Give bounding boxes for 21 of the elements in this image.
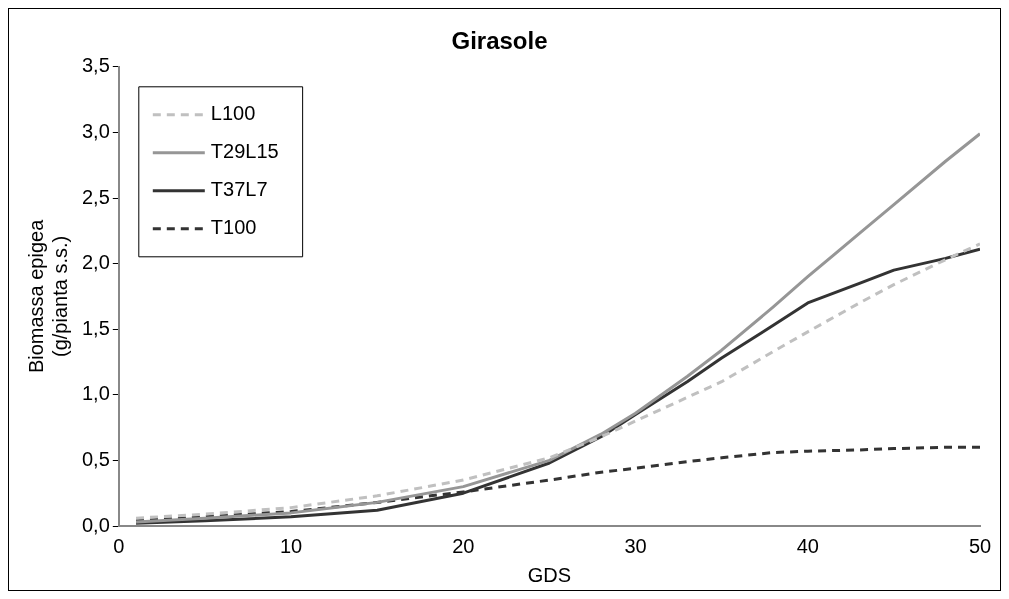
legend-label: T29L15 — [210, 140, 279, 163]
x-tick-label: 50 — [968, 534, 992, 557]
legend-label: T37L7 — [210, 178, 268, 201]
y-tick-label: 1,5 — [81, 316, 110, 339]
y-tick-label: 0,0 — [81, 513, 110, 536]
x-tick-label: 30 — [624, 534, 647, 557]
y-tick-label: 2,0 — [81, 251, 110, 274]
x-tick-label: 0 — [113, 534, 125, 557]
x-tick-label: 10 — [279, 534, 303, 557]
legend-label: L100 — [210, 102, 256, 125]
x-tick-label: 20 — [452, 534, 475, 557]
y-tick-label: 1,0 — [81, 382, 110, 405]
legend-label: T100 — [210, 216, 257, 239]
y-axis-title: Biomassa epigea (g/pianta s.s.) — [24, 218, 71, 374]
y-tick-label: 0,5 — [81, 447, 110, 470]
y-tick-label: 3,0 — [81, 119, 110, 142]
chart-title: Girasole — [451, 27, 548, 55]
y-tick-label: 2,5 — [81, 185, 110, 208]
x-axis-title: GDS — [527, 563, 572, 586]
x-tick-label: 40 — [796, 534, 819, 557]
y-tick-label: 3,5 — [81, 54, 110, 77]
